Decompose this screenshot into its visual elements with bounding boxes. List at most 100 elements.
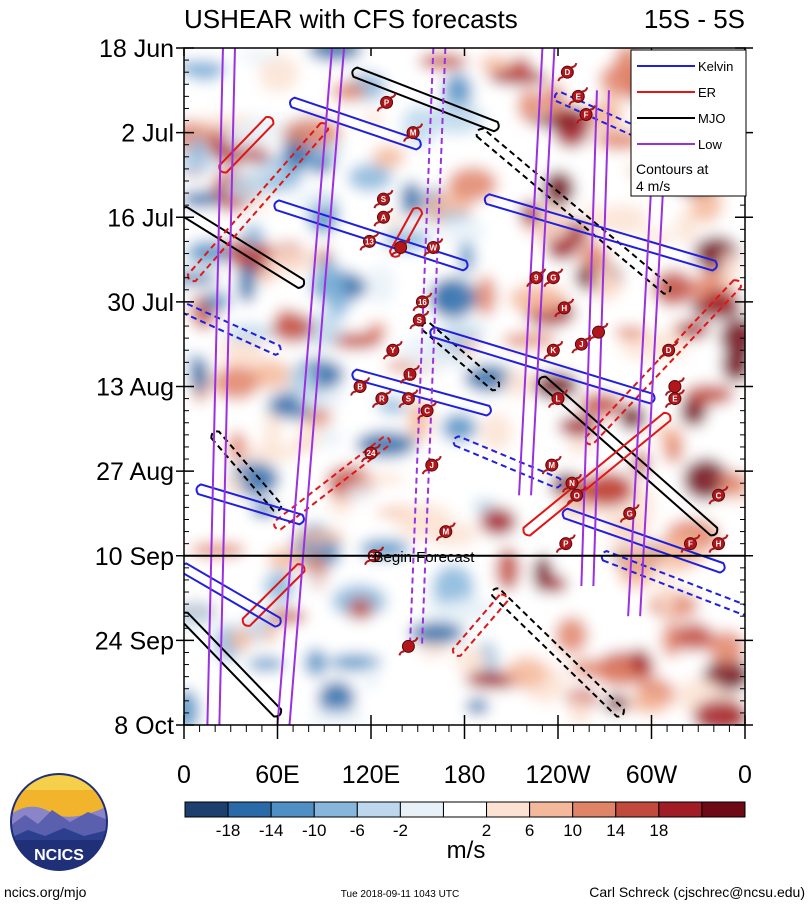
anomaly-cell: [304, 648, 328, 677]
colorbar-label: -2: [393, 821, 408, 840]
storm-marker: S: [373, 189, 394, 209]
mjo-contour: [537, 375, 719, 537]
anomaly-cell: [317, 426, 342, 448]
x-tick-label: 60W: [626, 761, 678, 789]
low-contour: [627, 180, 665, 617]
anomaly-cell: [720, 249, 739, 292]
anomaly-cell: [579, 392, 623, 418]
kelvin-contour: [184, 562, 282, 628]
anomaly-cell: [502, 368, 538, 398]
storm-label: S: [417, 316, 423, 325]
storm-marker: E: [568, 87, 589, 106]
storm-marker: B: [350, 377, 371, 396]
anomaly-cell: [505, 656, 549, 690]
storm-label: 24: [367, 449, 376, 458]
storm-label: C: [716, 491, 722, 500]
anomaly-cell: [325, 288, 350, 319]
x-tick-label: 180: [444, 761, 486, 789]
colorbar-swatch: [572, 801, 617, 818]
storm-label: M: [442, 528, 449, 537]
anomaly-cell: [652, 270, 694, 307]
x-axis: 0 60E 120E 180 120W 60W 0: [177, 48, 752, 789]
anomaly-cell: [569, 658, 609, 678]
storm-label: B: [357, 383, 363, 392]
colorbar-label: 14: [606, 821, 625, 840]
storm-marker: N: [562, 473, 582, 493]
anomaly-cell: [447, 166, 498, 202]
anomaly-cell: [188, 135, 207, 165]
chart-title: USHEAR with CFS forecasts: [184, 4, 518, 34]
storm-label: H: [561, 304, 567, 313]
anomaly-cell: [719, 317, 745, 357]
storm-label: J: [430, 461, 434, 470]
colorbar-swatch: [270, 801, 315, 818]
storm-label: M: [410, 129, 417, 138]
kelvin-contour: [184, 302, 282, 356]
er-contour: [273, 435, 391, 531]
storm-label: G: [627, 509, 633, 518]
y-tick-label: 27 Aug: [96, 458, 174, 486]
anomaly-cell: [291, 192, 335, 210]
er-contour: [522, 411, 672, 537]
storm-label: P: [563, 540, 569, 549]
anomaly-cell: [237, 263, 257, 304]
anomaly-cell: [454, 645, 490, 676]
storm-marker: F: [576, 105, 597, 124]
anomaly-cell: [245, 443, 298, 463]
low-contour: [206, 48, 236, 725]
colorbar-swatch: [529, 801, 574, 818]
y-tick-label: 13 Aug: [96, 374, 174, 402]
x-tick-label: 120W: [525, 761, 591, 789]
kelvin-contour: [289, 96, 422, 151]
storm-marker: [390, 238, 411, 257]
kelvin-contour: [273, 199, 469, 272]
anomaly-cell: [703, 289, 739, 313]
legend-entry: Kelvin: [637, 59, 733, 74]
storm-label: 13: [365, 237, 374, 246]
forecast-marker: Begin Forecast: [184, 549, 745, 566]
ncics-logo: NCICS: [10, 773, 108, 871]
anomaly-cell: [613, 325, 647, 339]
storm-marker: O: [566, 486, 587, 505]
kelvin-contour: [195, 483, 305, 526]
storm-marker: C: [708, 486, 729, 505]
colorbar-label: -6: [350, 821, 365, 840]
storm-marker: D: [557, 62, 578, 82]
mjo-contour: [210, 430, 283, 512]
anomaly-cell: [400, 333, 460, 372]
storm-marker: M: [541, 455, 562, 475]
storm-label: F: [688, 540, 693, 549]
anomaly-cell: [242, 223, 265, 248]
storm-marker: [398, 637, 419, 656]
anomaly-cell: [517, 89, 541, 123]
anomaly-cell: [331, 81, 367, 102]
storm-marker: M: [435, 522, 456, 541]
storm-label: F: [584, 110, 589, 119]
storm-marker: A: [373, 207, 394, 227]
y-tick-label: 8 Oct: [114, 712, 174, 740]
anomaly-cell: [235, 164, 281, 177]
anomaly-cell: [263, 245, 318, 275]
er-contour: [388, 207, 424, 258]
storm-marker: 16: [412, 292, 433, 312]
anomaly-cell: [288, 366, 317, 393]
storm-marker: G: [543, 268, 564, 287]
anomaly-cell: [502, 332, 557, 348]
anomaly-cell: [631, 648, 651, 676]
anomaly-cell: [683, 383, 734, 406]
anomaly-cell: [307, 48, 363, 62]
storm-marker: S: [409, 310, 430, 330]
storm-marker: G: [619, 504, 640, 523]
y-axis: 18 Jun 2 Jul 16 Jul 30 Jul 13 Aug 27 Aug 10 Se…: [95, 35, 753, 740]
storm-label: L: [556, 395, 561, 404]
kelvin-contour: [351, 368, 492, 417]
anomaly-cell: [675, 320, 710, 340]
anomaly-cell: [479, 54, 511, 74]
anomaly-cell: [226, 172, 265, 202]
anomaly-cell: [227, 431, 247, 463]
anomaly-cell: [189, 62, 222, 82]
anomaly-cell: [184, 190, 223, 208]
anomaly-cell: [305, 573, 324, 587]
storm-marker: 13: [359, 232, 380, 251]
y-tick-label: 24 Sep: [95, 627, 174, 655]
